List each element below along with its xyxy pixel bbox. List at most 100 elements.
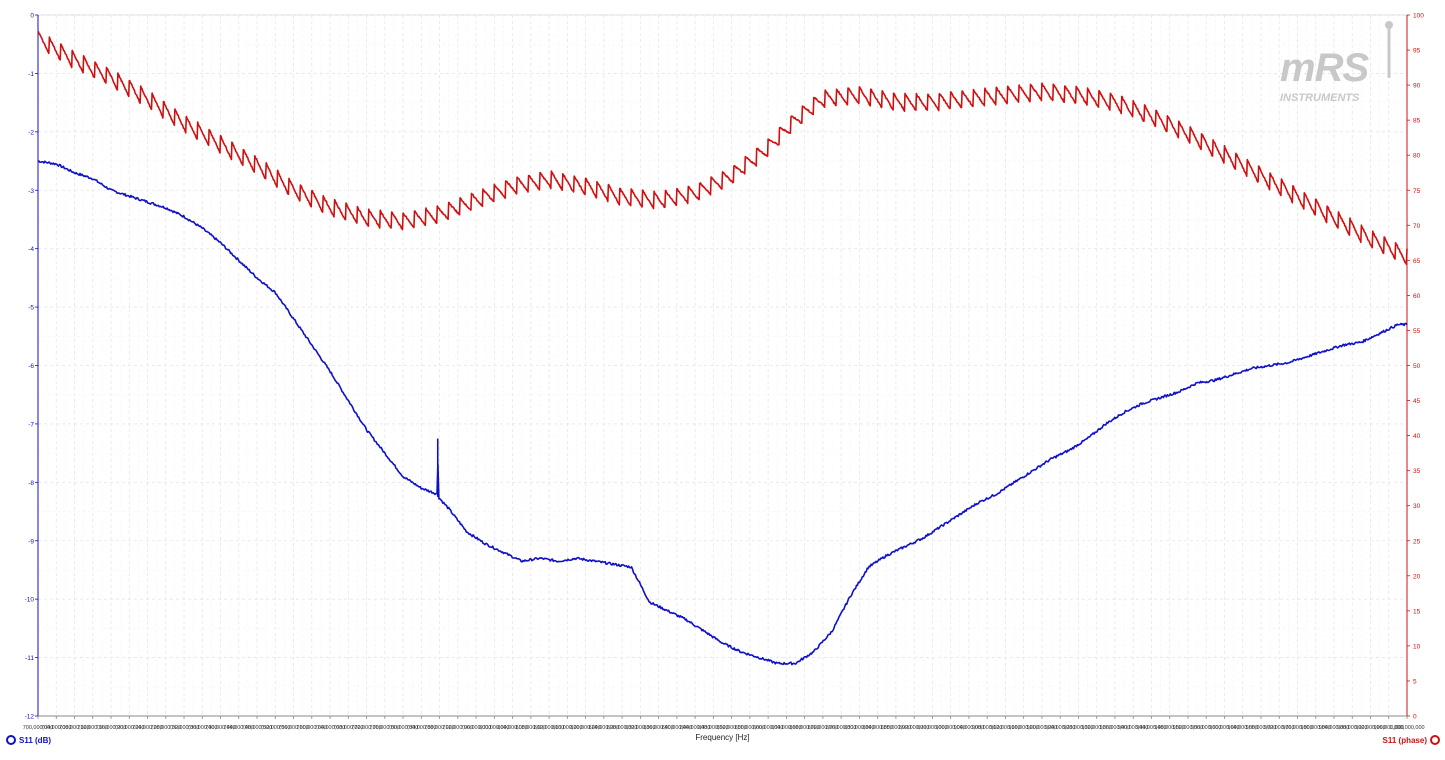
x-tick-label: 964,000,000 [1227, 725, 1258, 731]
y-left-tick-label: -10 [25, 597, 35, 604]
y-right-tick-label: 65 [1413, 258, 1421, 265]
y-left-tick-label: -3 [28, 188, 34, 195]
x-tick-label: 832,000,000 [625, 725, 656, 731]
x-tick-label: 840,000,000 [662, 725, 693, 731]
legend-s11-db[interactable]: S11 (dB) [6, 735, 51, 745]
x-tick-label: 748,000,000 [242, 725, 273, 731]
y-left-tick-label: -9 [28, 538, 34, 545]
x-tick-label: 788,000,000 [424, 725, 455, 731]
x-tick-label: 984,000,000 [1319, 725, 1350, 731]
y-right-tick-label: 5 [1413, 678, 1417, 685]
y-right-tick-label: 75 [1413, 188, 1421, 195]
x-tick-label: 856,000,000 [735, 725, 766, 731]
x-tick-label: 932,000,000 [1081, 725, 1112, 731]
x-tick-label: 996,000,000 [1373, 725, 1404, 731]
x-tick-label: 864,000,000 [771, 725, 802, 731]
antenna-icon [1385, 21, 1393, 78]
x-tick-label: 816,000,000 [552, 725, 583, 731]
x-tick-label: 756,000,000 [278, 725, 309, 731]
x-tick-label: 868,000,000 [789, 725, 820, 731]
y-right-tick-label: 95 [1413, 48, 1421, 55]
x-tick-label: 872,000,000 [808, 725, 839, 731]
x-tick-label: 728,000,000 [150, 725, 181, 731]
x-tick-label: 968,000,000 [1246, 725, 1277, 731]
y-right-tick-label: 50 [1413, 363, 1421, 370]
x-tick-label: 908,000,000 [972, 725, 1003, 731]
y-left-tick-label: -11 [25, 655, 34, 662]
x-tick-label: 976,000,000 [1282, 725, 1313, 731]
y-left-tick-label: -2 [28, 129, 34, 136]
x-tick-label: 708,000,000 [59, 725, 90, 731]
x-tick-label: 828,000,000 [607, 725, 638, 731]
series-layer [37, 30, 1408, 666]
x-tick-label: 920,000,000 [1027, 725, 1058, 731]
x-tick-label: 800,000,000 [479, 725, 510, 731]
y-right-tick-label: 70 [1413, 223, 1421, 230]
x-tick-label: 940,000,000 [1118, 725, 1149, 731]
x-tick-label: 852,000,000 [716, 725, 747, 731]
y-right-tick-label: 35 [1413, 468, 1421, 475]
x-tick-label: 716,000,000 [96, 725, 127, 731]
x-tick-label: 912,000,000 [990, 725, 1021, 731]
x-tick-label: 860,000,000 [753, 725, 784, 731]
x-tick-label: 896,000,000 [917, 725, 948, 731]
y-left-tick-label: -12 [25, 714, 35, 721]
x-tick-label: 764,000,000 [315, 725, 346, 731]
mrs-logo: mRS INSTRUMENTS [1278, 21, 1398, 108]
x-tick-label: 880,000,000 [844, 725, 875, 731]
x-tick-label: 804,000,000 [497, 725, 528, 731]
s11-db-line [38, 160, 1408, 666]
y-left-tick-label: -7 [28, 421, 34, 428]
legend-s11-phase[interactable]: S11 (phase) [1383, 735, 1440, 745]
x-tick-label: 724,000,000 [132, 725, 163, 731]
x-tick-label: 776,000,000 [370, 725, 401, 731]
x-tick-label: 772,000,000 [351, 725, 382, 731]
logo-main-text: mRS [1280, 46, 1369, 90]
axes: 700,000,000704,000,000708,000,000712,000… [23, 13, 1425, 732]
x-tick-label: 744,000,000 [223, 725, 254, 731]
x-tick-label: 1,000,000,000 [1389, 725, 1424, 731]
y-right-tick-label: 20 [1413, 573, 1421, 580]
x-tick-label: 924,000,000 [1045, 725, 1076, 731]
x-tick-label: 824,000,000 [589, 725, 620, 731]
y-right-tick-label: 55 [1413, 328, 1421, 335]
y-right-tick-label: 30 [1413, 503, 1421, 510]
x-tick-label: 812,000,000 [534, 725, 565, 731]
x-tick-label: 988,000,000 [1337, 725, 1368, 731]
x-tick-label: 704,000,000 [41, 725, 72, 731]
x-tick-label: 848,000,000 [698, 725, 729, 731]
x-tick-label: 808,000,000 [516, 725, 547, 731]
x-tick-label: 952,000,000 [1173, 725, 1204, 731]
x-tick-label: 720,000,000 [114, 725, 145, 731]
x-tick-label: 980,000,000 [1300, 725, 1331, 731]
y-right-tick-label: 80 [1413, 153, 1421, 160]
y-right-tick-label: 90 [1413, 83, 1421, 90]
x-tick-label: 960,000,000 [1209, 725, 1240, 731]
x-tick-label: 928,000,000 [1063, 725, 1094, 731]
x-tick-label: 760,000,000 [297, 725, 328, 731]
x-tick-label: 956,000,000 [1191, 725, 1222, 731]
x-tick-label: 712,000,000 [77, 725, 108, 731]
y-right-tick-label: 60 [1413, 293, 1421, 300]
logo-sub-text: INSTRUMENTS [1280, 92, 1360, 104]
x-tick-label: 876,000,000 [826, 725, 857, 731]
x-tick-label: 792,000,000 [443, 725, 474, 731]
y-right-tick-label: 85 [1413, 118, 1421, 125]
y-right-tick-label: 45 [1413, 398, 1421, 405]
y-right-tick-label: 25 [1413, 538, 1421, 545]
y-right-tick-label: 10 [1413, 643, 1421, 650]
x-tick-label: 916,000,000 [1008, 725, 1039, 731]
x-tick-label: 740,000,000 [205, 725, 236, 731]
y-left-tick-label: -8 [28, 480, 34, 487]
legend-ring-icon [1430, 735, 1440, 745]
y-right-tick-label: 15 [1413, 608, 1421, 615]
x-tick-label: 700,000,000 [23, 725, 54, 731]
x-tick-label: 768,000,000 [333, 725, 364, 731]
x-tick-label: 752,000,000 [260, 725, 291, 731]
x-tick-label: 992,000,000 [1355, 725, 1386, 731]
x-tick-label: 784,000,000 [406, 725, 437, 731]
x-tick-label: 884,000,000 [862, 725, 893, 731]
y-right-tick-label: 40 [1413, 433, 1421, 440]
x-tick-label: 892,000,000 [899, 725, 930, 731]
